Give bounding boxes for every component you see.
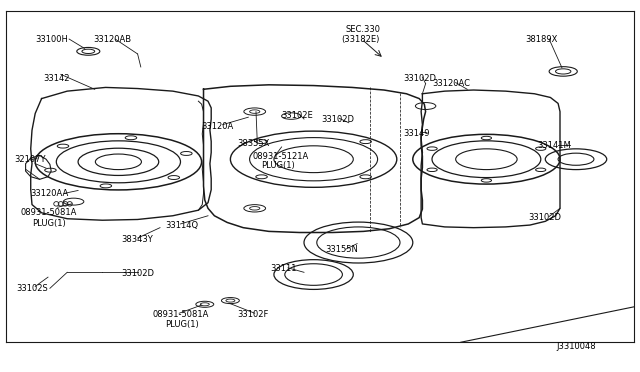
Text: 38189X: 38189X bbox=[525, 35, 557, 44]
Text: 38343Y: 38343Y bbox=[122, 235, 154, 244]
Text: 33155N: 33155N bbox=[325, 246, 358, 254]
Text: 33120A: 33120A bbox=[202, 122, 234, 131]
Text: 32107Y: 32107Y bbox=[14, 155, 45, 164]
Text: 33120AC: 33120AC bbox=[432, 79, 470, 88]
Text: PLUG(1): PLUG(1) bbox=[165, 320, 199, 329]
Text: (33182E): (33182E) bbox=[341, 35, 380, 44]
Text: PLUG(1): PLUG(1) bbox=[32, 219, 66, 228]
Text: 08931-5081A: 08931-5081A bbox=[20, 208, 77, 217]
Text: 33120AB: 33120AB bbox=[93, 35, 131, 44]
Text: 33142: 33142 bbox=[44, 74, 70, 83]
Text: 33120AA: 33120AA bbox=[31, 189, 69, 198]
Text: 33149: 33149 bbox=[403, 129, 429, 138]
Text: 08931-5121A: 08931-5121A bbox=[253, 152, 309, 161]
Text: 08931-5081A: 08931-5081A bbox=[152, 310, 209, 319]
Text: 33114Q: 33114Q bbox=[165, 221, 198, 230]
Text: 33102F: 33102F bbox=[237, 310, 268, 319]
Text: 33102E: 33102E bbox=[282, 111, 314, 120]
Text: SEC.330: SEC.330 bbox=[346, 25, 381, 34]
Text: 33102D: 33102D bbox=[321, 115, 355, 124]
Text: 33141M: 33141M bbox=[538, 141, 572, 150]
Text: J3310048: J3310048 bbox=[557, 342, 596, 351]
Text: 33111: 33111 bbox=[270, 264, 296, 273]
Text: 33102S: 33102S bbox=[16, 284, 48, 293]
Text: 33102D: 33102D bbox=[122, 269, 155, 278]
Text: PLUG(1): PLUG(1) bbox=[261, 161, 295, 170]
Text: 33102D: 33102D bbox=[528, 213, 561, 222]
Text: 38355X: 38355X bbox=[237, 139, 269, 148]
Text: 33102D: 33102D bbox=[403, 74, 436, 83]
Text: 33100H: 33100H bbox=[35, 35, 68, 44]
